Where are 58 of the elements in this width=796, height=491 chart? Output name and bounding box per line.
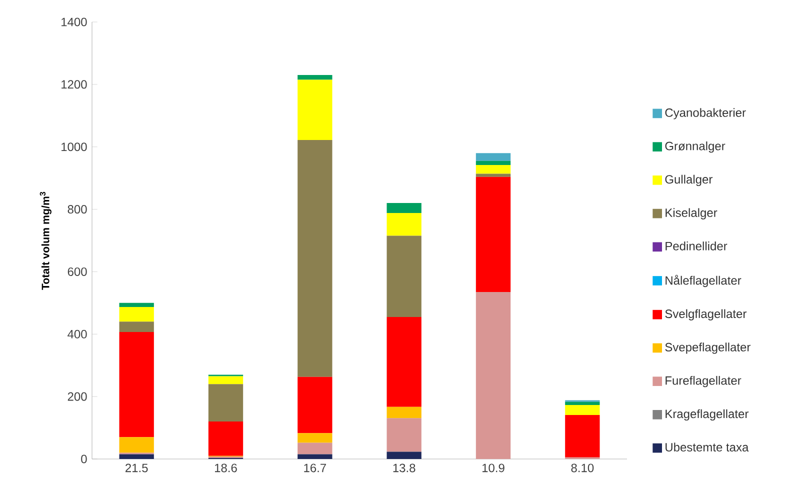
legend-label: Krageflagellater xyxy=(666,409,749,421)
x-tick-label: 21.5 xyxy=(126,464,148,472)
legend-label: Fureflagellater xyxy=(666,376,742,388)
bar xyxy=(386,452,422,459)
legend-label: Svelgflagellater xyxy=(665,309,747,320)
bar xyxy=(298,376,332,434)
bar xyxy=(386,236,422,317)
bar xyxy=(298,80,332,140)
x-tick-label: 13.8 xyxy=(393,464,416,472)
x-tick-label: 16.7 xyxy=(304,464,326,472)
bar xyxy=(476,160,511,165)
legend-label: Nåleflagellater xyxy=(666,274,742,288)
y-axis-title: Totalt volum mg/m$^{3}$ xyxy=(40,192,52,290)
bar xyxy=(386,213,422,236)
bar xyxy=(565,414,600,458)
bar xyxy=(386,316,422,407)
bar xyxy=(119,332,154,438)
bar xyxy=(476,153,511,161)
y-tick-label: 0 xyxy=(81,454,87,464)
bar xyxy=(298,442,332,454)
bar xyxy=(386,406,422,418)
bar xyxy=(298,454,332,459)
bar xyxy=(565,402,600,405)
bar xyxy=(119,322,154,332)
bar xyxy=(298,140,332,377)
bar xyxy=(119,306,154,322)
y-tick-label: 800 xyxy=(68,205,87,214)
bar xyxy=(298,75,332,80)
bar xyxy=(565,404,600,415)
x-tick-label: 8.10 xyxy=(571,464,594,472)
y-tick-label: 1200 xyxy=(62,80,87,89)
legend-label: Cyanobakterier xyxy=(665,108,746,120)
bar xyxy=(476,292,511,459)
y-tick-label: 1000 xyxy=(62,142,87,152)
legend-label: Gullalger xyxy=(665,174,712,186)
bar xyxy=(119,454,154,459)
bar xyxy=(119,437,154,453)
legend-label: Kiselalger xyxy=(666,208,718,220)
bar xyxy=(386,203,422,214)
bar xyxy=(119,302,154,307)
y-tick-label: 200 xyxy=(68,392,87,401)
legend-label: Svepeflagellater xyxy=(665,342,751,354)
legend-label: Grønnalger xyxy=(665,141,726,153)
y-tick-label: 400 xyxy=(68,330,87,338)
bar xyxy=(386,418,422,452)
bar xyxy=(208,384,244,422)
bar xyxy=(476,164,511,174)
bar xyxy=(208,422,244,456)
y-tick-label: 600 xyxy=(68,267,87,276)
legend-label: Ubestemte taxa xyxy=(666,442,749,452)
bar xyxy=(208,376,244,384)
bar xyxy=(476,176,511,292)
legend-label: Pedinellider xyxy=(666,242,728,250)
bar xyxy=(476,174,511,177)
y-tick-label: 1400 xyxy=(62,18,87,26)
bar xyxy=(298,433,332,443)
x-tick-label: 18.6 xyxy=(215,464,237,472)
x-tick-label: 10.9 xyxy=(482,464,504,472)
